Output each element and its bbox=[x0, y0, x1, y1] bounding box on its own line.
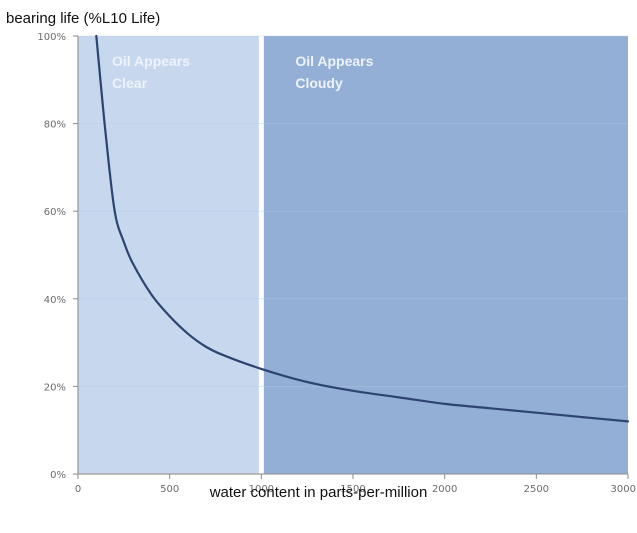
x-tick-label-0: 0 bbox=[75, 484, 81, 495]
x-tick-label-3: 1500 bbox=[340, 484, 365, 495]
y-tick-label-2: 40% bbox=[44, 295, 66, 306]
region-label-0-line-0: Oil Appears bbox=[112, 53, 190, 69]
y-tick-label-4: 80% bbox=[44, 120, 66, 131]
x-tick-label-6: 3000 bbox=[611, 484, 636, 495]
region-label-1-line-1: Cloudy bbox=[295, 75, 343, 91]
y-tick-label-3: 60% bbox=[44, 207, 66, 218]
region-label-0: Oil Appears Clear bbox=[112, 53, 190, 91]
region-0 bbox=[78, 36, 262, 474]
series-line-0 bbox=[95, 34, 630, 423]
region-label-1: Oil Appears Cloudy bbox=[295, 53, 373, 91]
y-tick-label-0: 0% bbox=[50, 470, 66, 481]
region-1 bbox=[261, 36, 628, 474]
x-axis-title: water content in parts-per-million bbox=[209, 484, 428, 501]
region-label-1-line-0: Oil Appears bbox=[295, 53, 373, 69]
y-tick-label-5: 100% bbox=[37, 32, 66, 43]
x-tick-label-2: 1000 bbox=[249, 484, 274, 495]
y-axis-title: bearing life (%L10 Life) bbox=[6, 10, 161, 27]
x-tick-label-5: 2500 bbox=[524, 484, 549, 495]
y-tick-label-1: 20% bbox=[44, 382, 66, 393]
x-tick-label-4: 2000 bbox=[432, 484, 457, 495]
region-label-0-line-1: Clear bbox=[112, 75, 148, 91]
x-tick-label-1: 500 bbox=[160, 484, 179, 495]
